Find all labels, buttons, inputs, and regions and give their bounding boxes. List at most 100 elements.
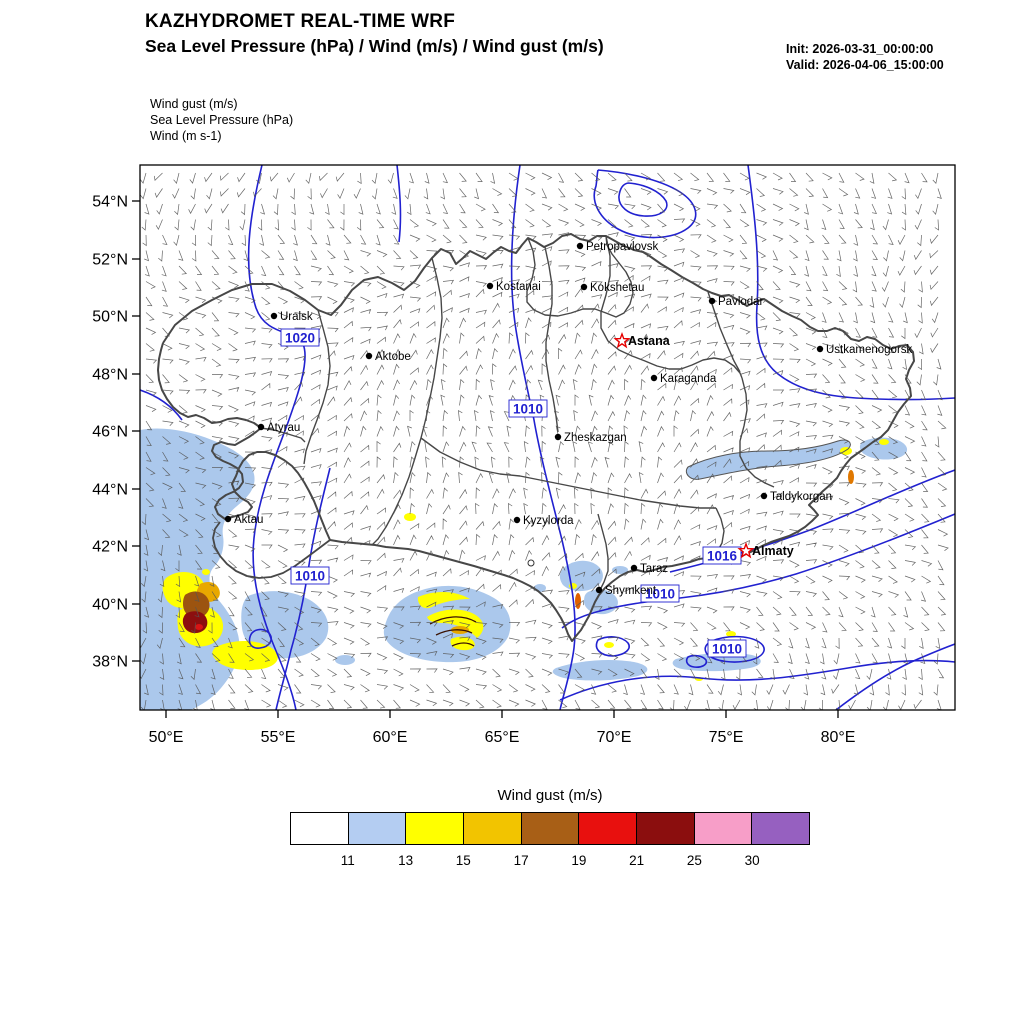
- city-label: Taldykorgan: [770, 491, 832, 503]
- pressure-label-box: [707, 639, 747, 658]
- isobar-contour: [593, 169, 697, 239]
- city-label: Aktau: [234, 514, 263, 526]
- isobar-contour: [669, 469, 955, 573]
- city-label: Pavlodar: [718, 296, 764, 308]
- x-axis-label: 55°E: [261, 729, 296, 746]
- city-dot-marker: [554, 433, 562, 441]
- city-label: Atyrau: [267, 422, 300, 434]
- pressure-label-box: [290, 566, 330, 585]
- city-dot-marker: [595, 586, 603, 594]
- admin-border: [597, 513, 609, 591]
- legend-line-wind: Wind (m s-1): [150, 129, 222, 143]
- isobar-contour: [561, 513, 955, 629]
- admin-border: [600, 235, 743, 379]
- gust-shade-area: [552, 660, 648, 681]
- colorbar-cell: [637, 813, 695, 844]
- y-axis-label: 50°N: [92, 309, 128, 326]
- colorbar-tick-label: 30: [744, 853, 760, 868]
- gust-spot: [202, 569, 210, 575]
- city-dot-marker: [630, 564, 638, 572]
- gust-spot: [879, 439, 889, 445]
- capital-star-marker: [737, 541, 755, 559]
- city-dot-marker: [650, 374, 658, 382]
- colorbar-tick-label: 19: [571, 853, 587, 868]
- gust-spot: [195, 624, 203, 630]
- isobar-contour: [396, 165, 402, 243]
- x-axis-label: 80°E: [821, 729, 856, 746]
- valid-time: Valid: 2026-04-06_15:00:00: [786, 58, 944, 72]
- colorbar-cell: [694, 813, 753, 844]
- gust-shade-area: [383, 585, 511, 663]
- isobar-contour: [835, 643, 955, 710]
- city-dot-marker: [224, 515, 232, 523]
- city-dot-marker: [270, 312, 278, 320]
- colorbar-cell: [291, 813, 349, 844]
- y-axis-label: 42°N: [92, 539, 128, 556]
- city-dot-marker: [486, 282, 494, 290]
- admin-border: [544, 246, 559, 433]
- gust-spot: [726, 631, 736, 637]
- colorbar-tick-label: 17: [513, 853, 529, 868]
- y-axis-label: 52°N: [92, 252, 128, 269]
- pressure-label: 1010: [712, 642, 742, 657]
- colorbar-tick-label: 21: [629, 853, 645, 868]
- chart-title: KAZHYDROMET REAL-TIME WRF: [145, 11, 456, 32]
- gust-shade-area: [427, 609, 484, 638]
- admin-border: [420, 437, 716, 509]
- colorbar-cell: [579, 813, 638, 844]
- city-label: Almaty: [752, 544, 794, 558]
- layer-legend: Wind gust (m/s) Sea Level Pressure (hPa)…: [150, 96, 293, 144]
- city-dot-marker: [576, 242, 584, 250]
- isobar-contour: [559, 659, 955, 701]
- legend-line-gust: Wind gust (m/s): [150, 97, 238, 111]
- city-label: Uralsk: [280, 311, 313, 323]
- colorbar-tick-label: 25: [686, 853, 702, 868]
- city-label: Zheskazgan: [564, 432, 627, 444]
- city-dot-marker: [257, 423, 265, 431]
- gust-shade-area: [559, 560, 603, 592]
- colorbar-tick-label: 15: [455, 853, 471, 868]
- gust-shade-area: [417, 591, 470, 609]
- city-label: Astana: [628, 334, 671, 348]
- gust-shade-area: [183, 591, 210, 619]
- x-axis-label: 60°E: [373, 729, 408, 746]
- admin-border: [707, 291, 741, 373]
- map-frame: [139, 164, 956, 711]
- y-axis-label: 46°N: [92, 424, 128, 441]
- y-axis-label: 38°N: [92, 654, 128, 671]
- city-label: Kostanai: [496, 281, 541, 293]
- lake-balkhash-outline: [685, 439, 851, 480]
- init-time: Init: 2026-03-31_00:00:00: [786, 42, 934, 56]
- gust-spot: [848, 470, 854, 484]
- admin-border: [371, 257, 443, 546]
- gust-core-arc: [435, 629, 473, 636]
- pressure-label: 1020: [285, 331, 315, 346]
- y-axis-label: 54°N: [92, 194, 128, 211]
- town-marker: [527, 559, 535, 567]
- gust-spot: [404, 513, 416, 521]
- y-axis-label: 44°N: [92, 482, 128, 499]
- gust-spot: [575, 593, 581, 609]
- admin-border: [157, 233, 915, 642]
- x-axis-label: 70°E: [597, 729, 632, 746]
- gust-core-arc: [451, 642, 475, 647]
- x-axis-label: 75°E: [709, 729, 744, 746]
- pressure-label-box: [280, 328, 320, 347]
- colorbar-title: Wind gust (m/s): [497, 787, 603, 804]
- colorbar-cell: [348, 813, 407, 844]
- colorbar-tick-label: 13: [398, 853, 414, 868]
- colorbar-cell: [521, 813, 580, 844]
- gust-shade-area: [241, 591, 329, 659]
- pressure-label-box: [508, 399, 548, 418]
- gust-spot: [604, 642, 614, 648]
- city-dot-marker: [513, 516, 521, 524]
- colorbar-cell: [464, 813, 522, 844]
- legend-line-slp: Sea Level Pressure (hPa): [150, 113, 294, 127]
- city-label: Kyzylorda: [523, 515, 574, 527]
- city-label: Taraz: [640, 563, 668, 575]
- city-dot-marker: [816, 345, 824, 353]
- isobar-contour: [595, 636, 630, 657]
- city-label: Kokshetau: [590, 282, 644, 294]
